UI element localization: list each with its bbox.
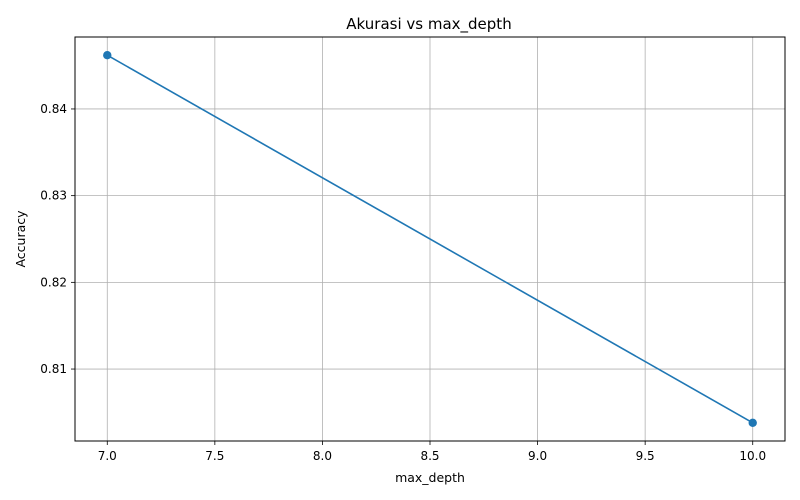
x-tick-label: 10.0 bbox=[739, 449, 766, 463]
x-axis-label: max_depth bbox=[395, 470, 465, 485]
chart-title: Akurasi vs max_depth bbox=[346, 15, 511, 34]
axis-ticks: 7.0 7.5 8.0 8.5 9.0 9.5 10.0 0.81 0.82 0.83 0.84 bbox=[40, 102, 766, 463]
series-line bbox=[106, 54, 754, 424]
plot-area: 7.0 7.5 8.0 8.5 9.0 9.5 10.0 0.81 0.82 0.83 0.84 bbox=[40, 36, 786, 463]
y-tick-label: 0.84 bbox=[40, 102, 67, 116]
x-tick-label: 8.5 bbox=[420, 449, 439, 463]
x-tick-label: 7.5 bbox=[205, 449, 224, 463]
y-tick-label: 0.81 bbox=[40, 362, 67, 376]
y-tick-label: 0.82 bbox=[40, 275, 67, 289]
x-tick-label: 8.0 bbox=[313, 449, 332, 463]
data-point bbox=[103, 51, 112, 60]
x-tick-label: 7.0 bbox=[98, 449, 117, 463]
y-tick-label: 0.83 bbox=[40, 189, 67, 203]
y-axis-label: Accuracy bbox=[13, 210, 28, 268]
x-tick-label: 9.0 bbox=[528, 449, 547, 463]
data-point bbox=[748, 418, 757, 427]
grid-lines bbox=[75, 37, 785, 441]
x-tick-label: 9.5 bbox=[636, 449, 655, 463]
data-series bbox=[103, 51, 757, 427]
